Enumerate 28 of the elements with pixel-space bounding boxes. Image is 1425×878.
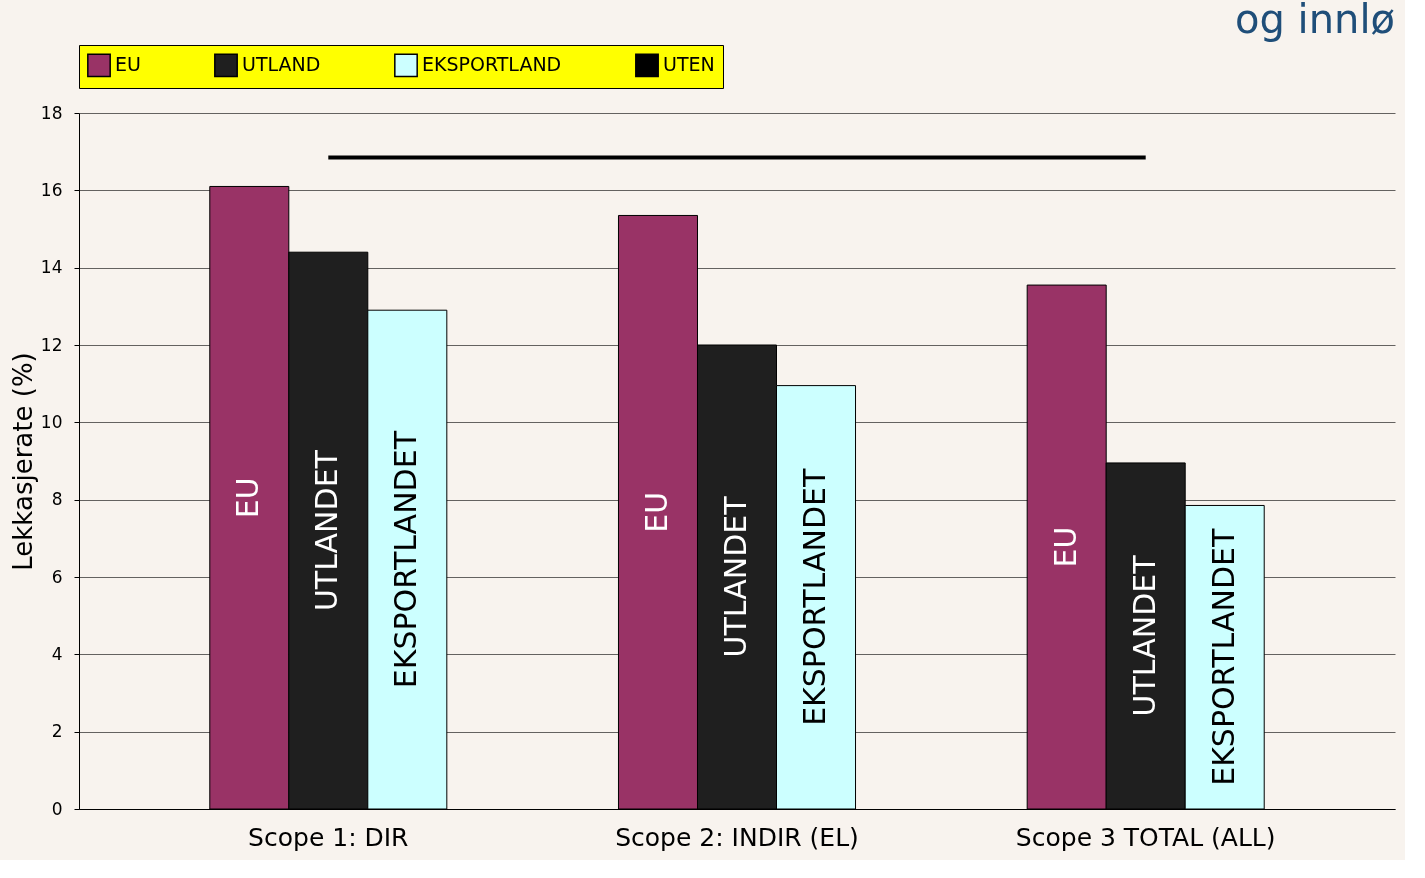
y-tick-label: 10 [40,411,63,432]
annotation: EU [1047,526,1083,568]
annotation: EU [230,477,266,519]
y-tick-label: 2 [51,721,63,742]
annotation: UTLANDET [1126,554,1162,717]
y-axis-title: Lekkasjerate (%) [7,352,38,571]
y-tick-label: 18 [40,102,63,123]
chart-title: og innlø [1235,0,1395,42]
annotation: EU [638,491,674,533]
y-tick-label: 14 [40,257,63,278]
legend-label: EKSPORTLAND [422,53,562,76]
annotation: UTLANDET [718,495,753,658]
y-tick-label: 6 [51,566,63,587]
x-tick-label: Scope 1: DIR [248,822,409,852]
annotation: EKSPORTLANDET [388,430,424,689]
annotation: EKSPORTLANDET [1205,528,1241,786]
legend-label: EU [115,53,141,76]
legend-label: UTEN [663,53,715,76]
annotation: EKSPORTLANDET [797,468,833,726]
x-tick-label: Scope 2: INDIR (EL) [615,822,859,852]
y-tick-label: 8 [51,489,63,510]
legend-label: UTLAND [242,53,321,76]
y-tick-label: 0 [51,798,63,819]
y-tick-label: 16 [40,179,63,200]
y-tick-label: 12 [40,334,63,355]
annotation: UTLANDET [309,449,345,612]
x-tick-label: Scope 3 TOTAL (ALL) [1015,822,1276,852]
y-tick-label: 4 [51,643,63,664]
